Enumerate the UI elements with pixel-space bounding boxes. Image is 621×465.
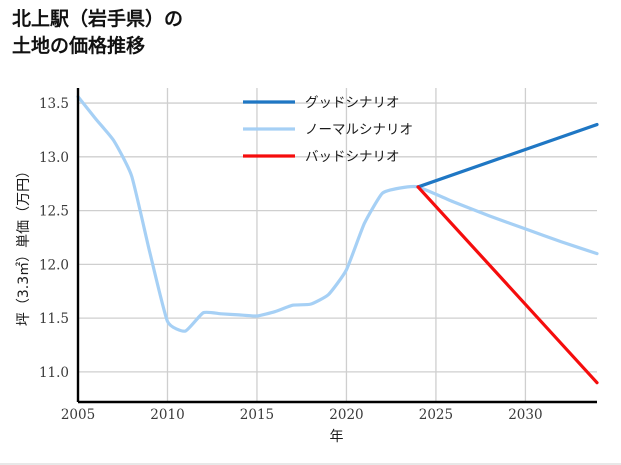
- axis-spines: [76, 88, 597, 404]
- x-tick-label: 2010: [150, 407, 184, 423]
- series-line-グッドシナリオ: [416, 122, 599, 189]
- axis-titles: 年 坪（3.3㎡）単価（万円）: [16, 164, 344, 445]
- legend-label-ノーマルシナリオ: ノーマルシナリオ: [305, 122, 413, 138]
- y-tick-label: 11.5: [39, 311, 69, 327]
- legend-label-バッドシナリオ: バッドシナリオ: [305, 149, 400, 165]
- series-line-ノーマルシナリオ: [76, 95, 599, 333]
- legend-label-グッドシナリオ: グッドシナリオ: [305, 95, 400, 111]
- x-tick-label: 2025: [419, 407, 453, 423]
- y-tick-label: 13.5: [39, 96, 69, 112]
- series-lines: [76, 95, 599, 385]
- x-tick-label: 2005: [61, 407, 95, 423]
- y-axis-title: 坪（3.3㎡）単価（万円）: [16, 164, 32, 326]
- x-axis-title: 年: [330, 429, 344, 445]
- series-line-バッドシナリオ: [416, 185, 599, 385]
- x-tick-label: 2015: [240, 407, 274, 423]
- x-tick-label: 2030: [508, 407, 542, 423]
- axis-tick-labels: 11.0 11.5 12.0 12.5 13.0 13.5 2005 2010 2015 2020…: [39, 96, 543, 423]
- y-tick-label: 13.0: [39, 150, 69, 166]
- y-tick-label: 11.0: [39, 365, 69, 381]
- x-tick-label: 2020: [329, 407, 363, 423]
- page-title: 北上駅（岩手県）の 土地の価格推移: [12, 8, 184, 57]
- y-tick-label: 12.0: [39, 257, 69, 273]
- y-tick-label: 12.5: [39, 204, 69, 220]
